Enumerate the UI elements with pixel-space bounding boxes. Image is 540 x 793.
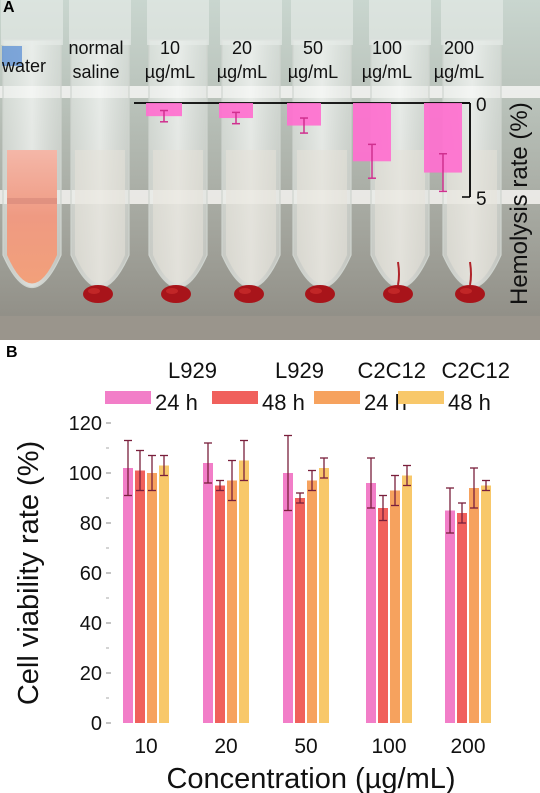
tube-liquid <box>297 150 347 284</box>
hemolysis-chart: 0 5 Hemolysis rate (%) <box>134 95 533 305</box>
bar <box>307 480 317 723</box>
tube-cap <box>369 0 431 45</box>
legend-label-line1: L929 <box>275 358 324 383</box>
y-tick-label: 80 <box>80 513 102 535</box>
legend-label-line1: C2C12 <box>358 358 426 383</box>
x-tick-label: 50 <box>294 735 317 758</box>
tube-cap <box>147 0 209 45</box>
bar <box>319 468 329 723</box>
tube-label: µg/mL <box>362 62 412 82</box>
tube-cap <box>69 0 131 45</box>
panel-b-label: B <box>6 344 18 361</box>
legend-label-line1: C2C12 <box>442 358 510 383</box>
tube-cap <box>441 0 503 45</box>
tube-liquid <box>447 150 497 284</box>
tube-label: 200 <box>444 38 474 58</box>
legend-label-line2: 48 h <box>262 390 305 415</box>
tube-liquid <box>226 150 276 284</box>
legend-swatch <box>398 391 444 404</box>
y-tick-label: 60 <box>80 563 102 585</box>
bar <box>469 488 479 723</box>
tube-label: water <box>1 56 46 76</box>
hemolysis-photo-panel: 0 5 Hemolysis rate (%) water normal saline 10… <box>0 0 540 340</box>
rbc-pellet <box>305 285 335 303</box>
x-tick-label: 200 <box>450 735 485 758</box>
tube-labels: water normal saline 10 µg/mL 20 µg/mL 50 µg/mL 10… <box>1 38 484 82</box>
rbc-pellet <box>234 285 264 303</box>
rbc-pellet <box>383 285 413 303</box>
hemolysis-bar <box>219 103 253 119</box>
tube-label: 10 <box>160 38 180 58</box>
hemolysis-y-tick-label: 5 <box>476 189 487 210</box>
tube-label: 20 <box>232 38 252 58</box>
tube-cap <box>291 0 353 45</box>
hemolysis-y-axis-label: Hemolysis rate (%) <box>506 102 533 305</box>
legend-swatch <box>314 391 360 404</box>
rbc-pellet <box>161 285 191 303</box>
y-tick-label: 100 <box>69 463 102 485</box>
bar <box>390 490 400 723</box>
y-tick-label: 0 <box>91 713 102 735</box>
bar <box>135 470 145 723</box>
bar <box>402 475 412 723</box>
rbc-pellet <box>455 285 485 303</box>
y-tick-label: 40 <box>80 613 102 635</box>
bar <box>147 473 157 723</box>
legend-swatch <box>105 391 151 404</box>
y-axis-label: Cell viability rate (%) <box>13 441 45 705</box>
tube-cap <box>220 0 282 45</box>
bar <box>366 483 376 723</box>
bar <box>481 485 491 723</box>
bar <box>445 510 455 723</box>
tube-label: saline <box>72 62 119 82</box>
legend-label-line2: 48 h <box>448 390 491 415</box>
tube-label: µg/mL <box>434 62 484 82</box>
lysed-blood <box>7 150 57 284</box>
x-axis-label: Concentration (µg/mL) <box>166 763 455 793</box>
bar <box>457 513 467 723</box>
panel-a-label: A <box>3 0 15 16</box>
tube-label: 50 <box>303 38 323 58</box>
hemolysis-bar <box>146 103 182 117</box>
bar <box>378 508 388 723</box>
bar <box>215 485 225 723</box>
tube-label: µg/mL <box>217 62 267 82</box>
legend-label-line2: 24 h <box>155 390 198 415</box>
blue-cap <box>2 46 22 66</box>
bar <box>227 480 237 723</box>
rbc-pellet <box>83 285 113 303</box>
bar <box>203 463 213 723</box>
legend-label-line1: L929 <box>168 358 217 383</box>
tube-cap <box>1 0 63 45</box>
tube-liquid <box>153 150 203 284</box>
legend-swatch <box>212 391 258 404</box>
x-tick-label: 10 <box>134 735 157 758</box>
x-tick-label: 100 <box>371 735 406 758</box>
bar <box>295 498 305 723</box>
hemolysis-y-tick-label: 0 <box>476 95 487 116</box>
tube-label: µg/mL <box>145 62 195 82</box>
y-tick-label: 20 <box>80 663 102 685</box>
tube-liquid <box>375 150 425 284</box>
bar <box>123 468 133 723</box>
tube-label: normal <box>68 38 123 58</box>
bar <box>283 473 293 723</box>
tube-label: µg/mL <box>288 62 338 82</box>
bar <box>239 460 249 723</box>
hemolysis-bar <box>287 103 321 126</box>
y-tick-label: 120 <box>69 413 102 435</box>
tube-liquid <box>75 150 125 284</box>
x-tick-label: 20 <box>214 735 237 758</box>
bar <box>159 465 169 723</box>
tube-label: 100 <box>372 38 402 58</box>
tube-group <box>1 0 503 303</box>
